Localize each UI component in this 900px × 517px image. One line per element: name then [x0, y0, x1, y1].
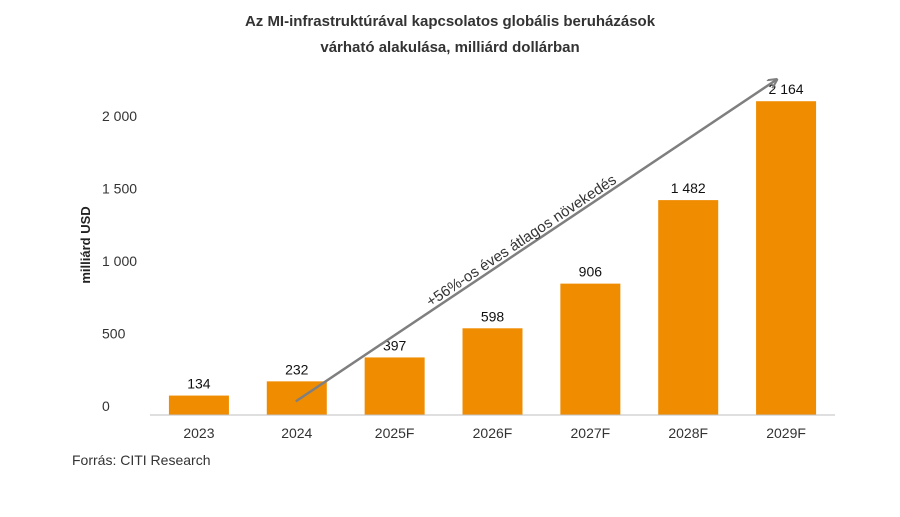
bar-value-label: 1 482: [671, 180, 706, 196]
bar-value-label: 397: [383, 337, 407, 353]
x-tick-label: 2025F: [375, 425, 415, 441]
bar-2025F: [364, 357, 425, 415]
y-tick-label: 1 500: [102, 181, 137, 197]
bar-2027F: [560, 283, 621, 415]
y-axis-label: milliárd USD: [78, 206, 93, 283]
source-note: Forrás: CITI Research: [72, 452, 211, 468]
x-tick-label: 2028F: [668, 425, 708, 441]
y-tick-label: 2 000: [102, 108, 137, 124]
x-tick-label: 2024: [281, 425, 312, 441]
y-tick-label: 1 000: [102, 253, 137, 269]
bar-2028F: [658, 200, 719, 415]
x-tick-label: 2029F: [766, 425, 806, 441]
growth-arrow: [295, 80, 776, 403]
bar-value-label: 598: [481, 308, 505, 324]
bar-2029F: [756, 101, 817, 415]
bar-2023: [168, 395, 229, 415]
x-tick-label: 2023: [183, 425, 214, 441]
bar-value-label: 232: [285, 361, 309, 377]
chart-title-line-2: várható alakulása, milliárd dollárban: [320, 39, 580, 56]
x-tick-label: 2026F: [473, 425, 513, 441]
bar-value-label: 2 164: [769, 81, 804, 97]
bar-value-label: 906: [579, 264, 603, 280]
chart-title-line-1: Az MI-infrastruktúrával kapcsolatos glob…: [244, 13, 656, 30]
y-tick-label: 500: [102, 326, 126, 342]
bar-2026F: [462, 328, 523, 415]
bar-value-label: 134: [187, 376, 211, 392]
y-tick-label: 0: [102, 398, 110, 414]
x-tick-label: 2027F: [571, 425, 611, 441]
